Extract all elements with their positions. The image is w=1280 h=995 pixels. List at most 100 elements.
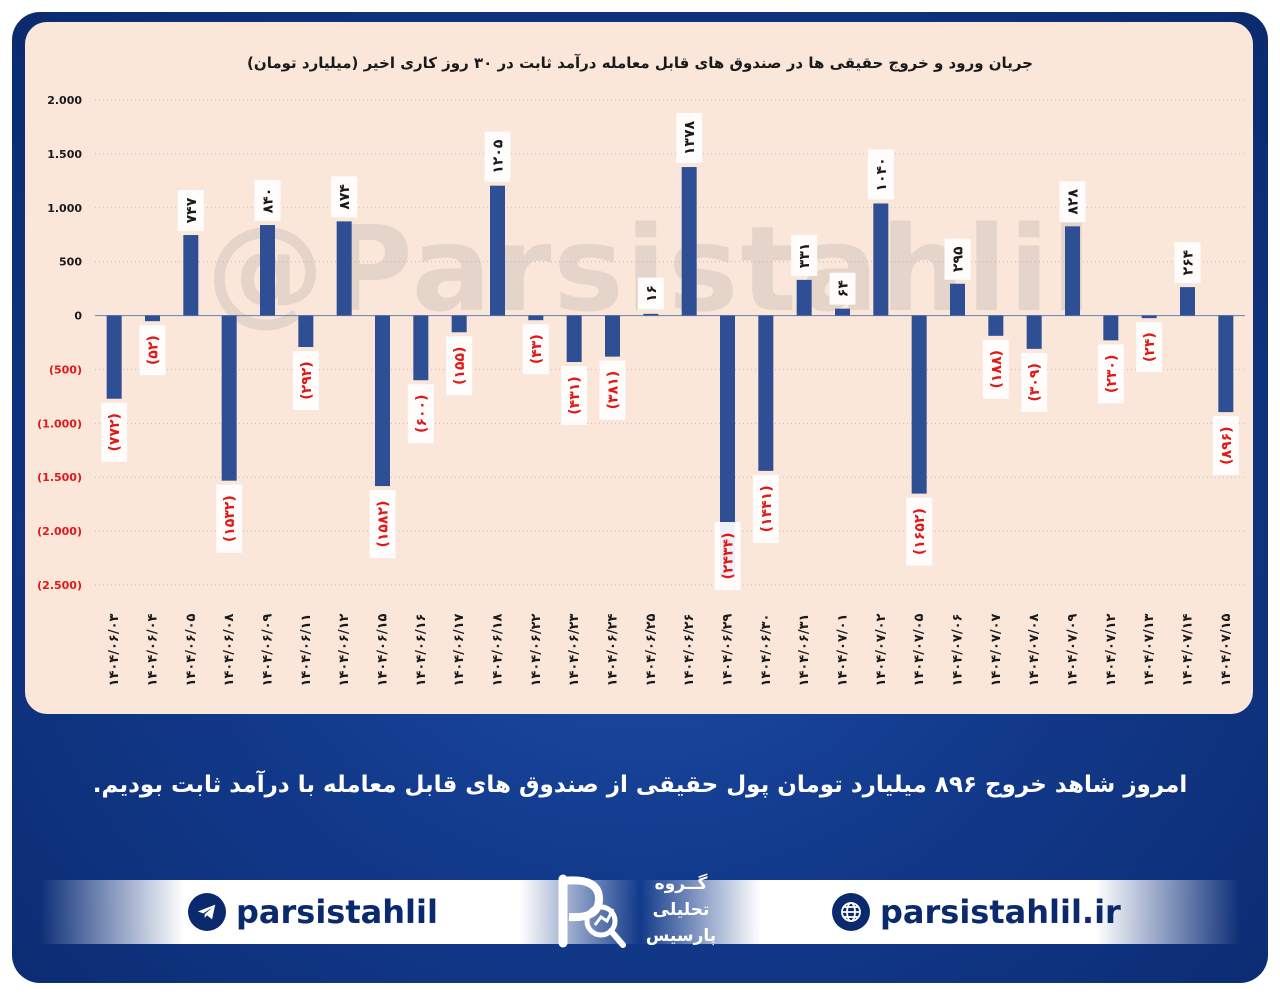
data-label-box bbox=[561, 366, 588, 426]
logo-line-3: پارسیس bbox=[645, 926, 717, 946]
bar bbox=[1141, 315, 1157, 319]
data-label: ۱۳۷۸ bbox=[682, 120, 698, 155]
parsis-logo-icon bbox=[558, 874, 626, 948]
bar bbox=[758, 315, 774, 471]
x-tick-label: ۱۴۰۴/۰۶/۲۵ bbox=[644, 613, 659, 686]
bar bbox=[1026, 315, 1042, 349]
data-label-box bbox=[676, 113, 703, 164]
data-label-box bbox=[407, 384, 434, 444]
x-tick-label: ۱۴۰۴/۰۶/۱۵ bbox=[376, 613, 391, 686]
y-tick-label: 500 bbox=[59, 256, 82, 269]
data-label: (۳۸۱) bbox=[606, 371, 622, 409]
bar bbox=[413, 315, 429, 381]
data-label: (۷۷۲) bbox=[107, 413, 123, 451]
data-label-box bbox=[484, 131, 511, 182]
data-label: ۱۲۰۵ bbox=[491, 139, 507, 174]
data-label: ۷۴۷ bbox=[184, 197, 200, 223]
y-tick-label: 0 bbox=[74, 310, 82, 323]
data-label-box bbox=[829, 272, 856, 305]
data-label: (۱۴۴۱) bbox=[759, 485, 775, 532]
bar bbox=[1218, 315, 1234, 413]
data-label: (۲۹۲) bbox=[299, 361, 315, 399]
data-label-box bbox=[906, 497, 933, 566]
data-label: (۱۶۵۲) bbox=[912, 508, 928, 555]
data-label-box bbox=[944, 238, 971, 280]
data-label-box bbox=[714, 522, 741, 590]
caption: امروز شاهد خروج ۸۹۶ میلیارد تومان پول حق… bbox=[92, 772, 1188, 798]
x-tick-label: ۱۴۰۴/۰۶/۳۰ bbox=[759, 614, 774, 687]
bar bbox=[490, 185, 505, 316]
x-tick-label: ۱۴۰۴/۰۶/۱۸ bbox=[491, 613, 506, 686]
x-tick-label: ۱۴۰۴/۰۶/۲۹ bbox=[721, 613, 736, 686]
telegram-link[interactable]: parsistahlil bbox=[188, 890, 438, 934]
y-tick-label: (500) bbox=[49, 363, 82, 376]
x-tick-label: ۱۴۰۴/۰۷/۰۷ bbox=[989, 613, 1004, 686]
bar bbox=[988, 315, 1004, 336]
data-label: (۶۰۰) bbox=[414, 395, 430, 433]
x-tick-label: ۱۴۰۴/۰۶/۰۵ bbox=[184, 613, 199, 686]
x-tick-label: ۱۴۰۴/۰۶/۰۴ bbox=[146, 613, 161, 686]
x-tick-label: ۱۴۰۴/۰۷/۱۳ bbox=[1142, 613, 1157, 686]
bar bbox=[451, 315, 467, 333]
x-tick-label: ۱۴۰۴/۰۶/۲۳ bbox=[567, 613, 582, 686]
x-tick-label: ۱۴۰۴/۰۷/۰۹ bbox=[1066, 613, 1081, 686]
data-label: (۲۴) bbox=[1142, 332, 1158, 362]
data-label-box bbox=[139, 325, 166, 376]
x-tick-label: ۱۴۰۴/۰۷/۰۶ bbox=[951, 614, 966, 687]
data-label: ۸۷۴ bbox=[337, 184, 353, 210]
data-label-box bbox=[292, 351, 319, 411]
bar bbox=[796, 279, 812, 316]
website-url: parsistahlil.ir bbox=[880, 893, 1121, 931]
bar bbox=[720, 315, 735, 578]
data-label: (۴۳۱) bbox=[567, 376, 583, 414]
data-label-box bbox=[254, 180, 281, 222]
data-label: (۲۳۰) bbox=[1104, 355, 1120, 393]
data-label: ۲۶۴ bbox=[1181, 249, 1197, 275]
bar bbox=[528, 315, 544, 321]
data-label-box bbox=[522, 324, 549, 375]
data-label: (۴۳) bbox=[529, 334, 545, 364]
y-tick-label: 1.500 bbox=[47, 148, 82, 161]
data-label: ۶۴ bbox=[836, 280, 852, 298]
bar bbox=[643, 313, 659, 316]
logo-line-1: گــروه bbox=[654, 874, 708, 894]
data-label-box bbox=[1097, 344, 1124, 404]
x-tick-label: ۱۴۰۴/۰۷/۰۱ bbox=[836, 614, 851, 687]
globe-icon bbox=[832, 893, 870, 931]
data-label: ۳۳۱ bbox=[797, 243, 813, 269]
data-label-box bbox=[637, 277, 664, 310]
x-tick-label: ۱۴۰۴/۰۶/۰۳ bbox=[107, 613, 122, 686]
data-label-box bbox=[1212, 416, 1239, 476]
data-label-box bbox=[982, 339, 1009, 399]
bar bbox=[336, 221, 352, 316]
bar bbox=[260, 225, 275, 316]
bar bbox=[566, 315, 582, 363]
data-label-box bbox=[867, 149, 894, 200]
x-tick-label: ۱۴۰۴/۰۷/۱۵ bbox=[1219, 613, 1234, 686]
x-tick-label: ۱۴۰۴/۰۷/۰۲ bbox=[874, 613, 889, 686]
data-label-box bbox=[752, 474, 779, 543]
x-tick-label: ۱۴۰۴/۰۶/۰۹ bbox=[261, 613, 276, 686]
data-label-box bbox=[1021, 352, 1048, 412]
data-label-box bbox=[791, 234, 818, 276]
bar bbox=[106, 315, 122, 399]
data-label-box bbox=[1136, 322, 1163, 373]
x-tick-label: ۱۴۰۴/۰۶/۲۶ bbox=[682, 614, 697, 687]
chart: جریان ورود و خروج حقیقی ها در صندوق های … bbox=[37, 54, 1245, 687]
data-label: ۲۹۵ bbox=[951, 246, 967, 272]
x-tick-label: ۱۴۰۴/۰۷/۰۵ bbox=[912, 613, 927, 686]
data-label-box bbox=[446, 336, 473, 396]
data-label-box bbox=[216, 484, 243, 553]
data-label: (۵۲) bbox=[146, 335, 162, 365]
bar bbox=[681, 167, 697, 316]
data-label: (۲۴۳۴) bbox=[721, 533, 737, 580]
data-label-box bbox=[369, 490, 396, 559]
website-link[interactable]: parsistahlil.ir bbox=[832, 890, 1121, 934]
chart-title: جریان ورود و خروج حقیقی ها در صندوق های … bbox=[247, 54, 1033, 72]
bar bbox=[375, 315, 390, 487]
data-label: ۸۲۸ bbox=[1066, 189, 1082, 215]
data-label: (۱۵۳۲) bbox=[222, 495, 238, 542]
data-label: ۱۶ bbox=[644, 285, 660, 302]
data-label-box bbox=[599, 360, 626, 420]
data-label-box bbox=[177, 190, 204, 232]
